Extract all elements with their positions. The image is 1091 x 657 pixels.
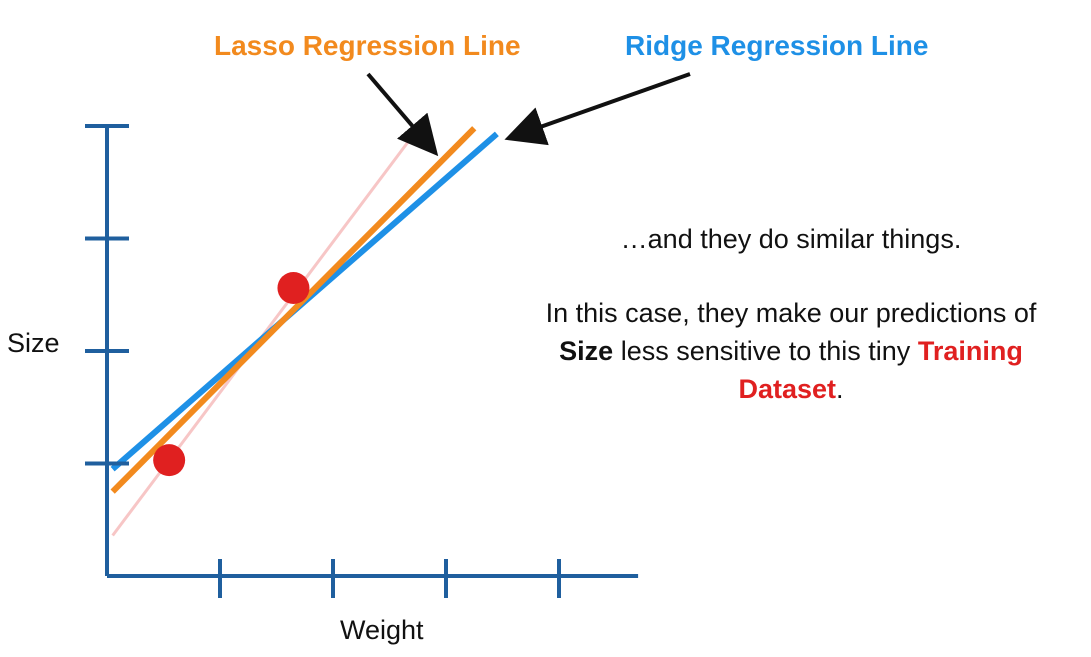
training-emphasis: Training	[917, 336, 1023, 366]
ridge-pointer-arrow	[504, 72, 691, 146]
narration-period: .	[836, 374, 844, 404]
size-emphasis: Size	[559, 336, 614, 366]
lasso-regression-line	[110, 126, 477, 494]
narration-line-1: …and they do similar things.	[620, 224, 962, 254]
narration-paragraph: In this case, they make our predictions …	[480, 294, 1091, 408]
ridge-line-label: Ridge Regression Line	[625, 30, 929, 61]
faint-fit-line	[111, 120, 425, 537]
x-axis-label: Weight	[340, 615, 424, 645]
data-point-1	[153, 444, 186, 477]
data-point-2	[277, 272, 310, 304]
lasso-pointer-arrow	[366, 72, 439, 157]
narration-line-2-mid: less sensitive to this tiny	[613, 336, 918, 366]
lasso-line-label: Lasso Regression Line	[214, 30, 521, 61]
dataset-emphasis: Dataset	[738, 374, 837, 404]
narration-line-2-prefix: In this case, they make our predictions …	[545, 298, 1037, 328]
y-axis-label: Size	[7, 328, 60, 358]
